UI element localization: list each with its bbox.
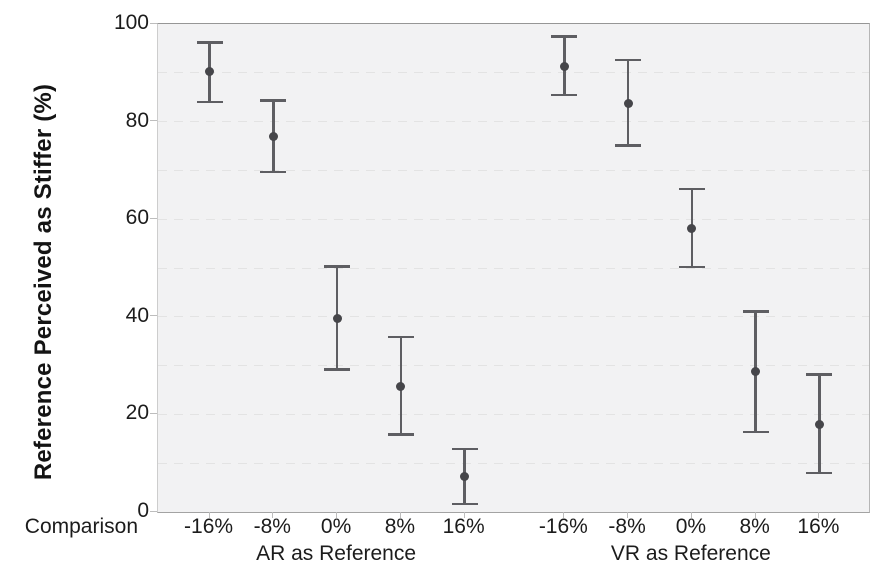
error-bar-cap-bottom — [742, 430, 769, 434]
x-tick — [627, 512, 629, 518]
x-tick-label: -8% — [253, 515, 291, 538]
y-tick — [150, 510, 157, 512]
error-bar-cap-top — [451, 447, 478, 451]
y-gridline — [158, 121, 869, 123]
x-tick — [563, 512, 565, 518]
point-marker — [623, 99, 633, 109]
y-tick-label: 100 — [113, 11, 149, 34]
error-bar-cap-bottom — [451, 502, 478, 506]
x-tick — [208, 512, 210, 518]
x-tick — [754, 512, 756, 518]
x-tick — [399, 512, 401, 518]
error-bar-cap-bottom — [196, 100, 223, 104]
point-marker — [460, 472, 470, 482]
error-bar-cap-top — [806, 373, 833, 376]
error-bar-cap-bottom — [806, 471, 833, 475]
error-bar-cap-top — [387, 336, 414, 339]
x-tick — [818, 512, 820, 518]
y-tick-label: 80 — [125, 108, 149, 132]
x-axis-title: Comparison — [24, 515, 138, 538]
y-tick-label: 40 — [125, 303, 149, 327]
x-tick-label: 8% — [739, 515, 770, 538]
y-tick — [150, 217, 157, 219]
error-bar-cap-top — [324, 265, 351, 268]
group-label-vr: VR as Reference — [610, 542, 771, 565]
y-gridline — [158, 462, 869, 464]
x-tick — [336, 512, 338, 518]
group-label-ar: AR as Reference — [256, 542, 417, 565]
y-gridline — [158, 169, 869, 171]
error-bar-cap-bottom — [615, 144, 642, 147]
x-tick-label: 0% — [675, 515, 707, 538]
error-bar-cap-bottom — [260, 170, 287, 174]
point-marker — [332, 314, 342, 324]
point-marker — [268, 131, 278, 141]
y-tick-label: 0 — [137, 499, 149, 522]
y-gridline — [158, 413, 869, 415]
error-bar-cap-top — [551, 35, 578, 38]
plot-area — [157, 23, 870, 513]
y-tick — [150, 315, 157, 317]
error-bar-cap-bottom — [678, 265, 705, 269]
x-tick-label: 16% — [442, 515, 485, 538]
y-gridline — [158, 218, 869, 220]
x-tick-label: 0% — [320, 515, 352, 538]
point-marker — [814, 419, 824, 429]
point-marker — [687, 223, 697, 233]
x-tick — [463, 512, 465, 518]
y-gridline — [158, 72, 869, 74]
x-tick-label: -16% — [184, 515, 234, 538]
error-bar-cap-bottom — [324, 368, 351, 371]
error-bar-cap-top — [196, 41, 223, 44]
y-gridline — [158, 316, 869, 318]
error-bar-cap-top — [615, 58, 642, 62]
error-bar-cap-bottom — [551, 94, 578, 97]
y-gridline — [158, 365, 869, 367]
y-gridline — [158, 267, 869, 269]
error-bar-cap-top — [742, 310, 769, 313]
y-tick — [150, 412, 157, 414]
x-tick — [272, 512, 274, 518]
x-tick — [690, 512, 692, 518]
point-marker — [205, 67, 215, 77]
point-marker — [559, 61, 569, 71]
x-tick-label: -16% — [538, 515, 588, 538]
y-axis-title: Reference Perceived as Stiffer (%) — [30, 83, 57, 481]
error-bar-cap-bottom — [387, 433, 414, 436]
y-tick-label: 20 — [125, 401, 149, 425]
error-bar-cap-top — [678, 187, 705, 191]
x-tick-label: 16% — [797, 515, 840, 538]
error-bar-cap-top — [260, 99, 287, 102]
x-tick-label: 8% — [384, 515, 416, 538]
y-tick — [150, 22, 157, 24]
y-tick — [150, 120, 157, 122]
x-tick-label: -8% — [608, 515, 646, 538]
point-marker — [396, 381, 406, 391]
point-marker — [751, 367, 761, 377]
y-tick-label: 60 — [125, 206, 149, 230]
